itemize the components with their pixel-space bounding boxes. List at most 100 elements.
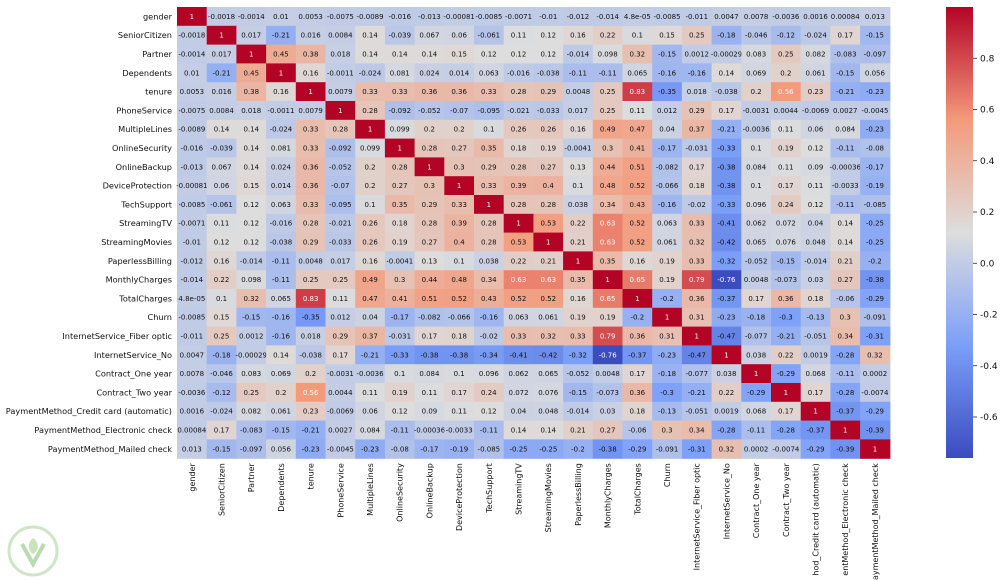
heatmap-cell xyxy=(711,420,742,440)
heatmap-cell xyxy=(414,119,445,140)
x-tick-label: hod_Credit card (automatic) xyxy=(812,463,821,575)
heatmap-cell xyxy=(592,232,624,252)
cell-value-label: 0.38 xyxy=(303,51,319,59)
cell-value-label: 1 xyxy=(427,163,431,171)
cell-value-label: 0.29 xyxy=(689,107,705,115)
cell-value-label: 0.0053 xyxy=(180,88,205,96)
cell-value-label: -0.082 xyxy=(418,314,441,322)
heatmap-cell xyxy=(860,101,891,121)
cell-value-label: 1 xyxy=(784,389,788,397)
cell-value-label: -0.11 xyxy=(836,201,854,209)
cell-value-label: 0.3 xyxy=(394,276,405,284)
cell-value-label: 0.017 xyxy=(241,32,261,40)
heatmap-cell xyxy=(741,213,772,234)
heatmap-cell xyxy=(206,439,237,459)
cell-value-label: -0.29 xyxy=(747,389,765,397)
heatmap-cell xyxy=(444,251,475,271)
cell-value-label: -0.21 xyxy=(836,88,854,96)
heatmap-cell xyxy=(563,251,594,271)
heatmap-cell xyxy=(206,383,237,403)
heatmap-cell xyxy=(266,195,297,215)
cell-value-label: 0.44 xyxy=(422,276,438,284)
cell-value-label: 0.17 xyxy=(451,389,467,397)
heatmap-cell xyxy=(741,401,772,422)
heatmap-cell xyxy=(295,401,327,422)
heatmap-cell xyxy=(503,420,534,440)
cell-value-label: 0.14 xyxy=(719,69,735,77)
cell-value-label: 0.3 xyxy=(602,145,613,153)
cell-value-label: -0.23 xyxy=(361,445,379,453)
heatmap-cell xyxy=(414,289,445,309)
cell-value-label: -0.3 xyxy=(660,389,674,397)
cell-value-label: 0.16 xyxy=(273,88,289,96)
cell-value-label: 0.09 xyxy=(422,408,438,416)
heatmap-cell xyxy=(533,157,564,177)
x-tick-label: Contract_Two year xyxy=(782,462,791,537)
y-tick-label: MonthlyCharges xyxy=(106,275,172,285)
cell-value-label: 0.34 xyxy=(600,201,616,209)
heatmap-cell xyxy=(444,63,475,83)
heatmap-cell xyxy=(384,25,416,46)
heatmap-cell xyxy=(771,270,802,290)
heatmap-cell xyxy=(177,383,208,403)
heatmap-cell xyxy=(533,401,564,422)
x-tick-label: tenure xyxy=(307,463,316,489)
heatmap-cell xyxy=(384,383,416,403)
cell-value-label: 0.14 xyxy=(392,51,408,59)
heatmap-cell xyxy=(741,251,772,271)
cell-value-label: 1 xyxy=(308,88,312,96)
cell-value-label: 0.35 xyxy=(570,276,586,284)
heatmap-cell xyxy=(741,157,772,177)
cell-value-label: 0.22 xyxy=(570,220,586,228)
cell-value-label: 0.16 xyxy=(570,126,586,134)
heatmap-cell xyxy=(414,307,445,328)
heatmap-cell xyxy=(681,138,713,158)
cell-value-label: 0.44 xyxy=(600,163,616,171)
cell-value-label: 0.39 xyxy=(451,220,467,228)
heatmap-cell xyxy=(652,44,683,64)
heatmap-cell xyxy=(474,176,505,196)
heatmap-cell xyxy=(592,307,624,328)
heatmap-cell xyxy=(800,195,831,215)
heatmap-cell xyxy=(177,439,208,459)
cell-value-label: 0.12 xyxy=(243,220,259,228)
cell-value-label: 0.12 xyxy=(540,51,556,59)
cell-value-label: 0.52 xyxy=(511,295,527,303)
heatmap-cell xyxy=(800,25,831,46)
cell-value-label: 0.17 xyxy=(778,182,794,190)
heatmap-cell xyxy=(800,138,831,158)
cell-value-label: -0.17 xyxy=(866,163,884,171)
cell-value-label: -0.16 xyxy=(272,314,291,322)
heatmap-cell xyxy=(830,270,861,290)
heatmap-cell xyxy=(830,213,861,234)
cell-value-label: 0.19 xyxy=(392,389,408,397)
cell-value-label: 0.53 xyxy=(540,220,556,228)
heatmap-cell xyxy=(177,232,208,252)
heatmap-cell xyxy=(503,101,534,121)
cell-value-label: 0.31 xyxy=(689,314,705,322)
heatmap-cell xyxy=(711,25,742,46)
heatmap-cell xyxy=(206,345,237,365)
heatmap-cell xyxy=(177,25,208,46)
heatmap-cell xyxy=(681,251,713,271)
heatmap-cell xyxy=(177,213,208,234)
cell-value-label: -0.12 xyxy=(212,389,230,397)
cell-value-label: 0.0044 xyxy=(774,107,799,115)
cell-value-label: 0.34 xyxy=(837,333,853,341)
heatmap-cell xyxy=(711,138,742,158)
heatmap-cell xyxy=(384,364,416,384)
cell-value-label: 0.19 xyxy=(540,145,556,153)
heatmap-cell xyxy=(266,157,297,177)
heatmap-cell xyxy=(652,63,683,83)
cell-value-label: 0.36 xyxy=(303,163,319,171)
heatmap-cell xyxy=(474,383,505,403)
heatmap-cell xyxy=(266,251,297,271)
heatmap-cell xyxy=(771,157,802,177)
heatmap-cell xyxy=(414,232,445,252)
heatmap-cell xyxy=(681,63,713,83)
cell-value-label: -0.085 xyxy=(478,445,501,453)
cell-value-label: 0.03 xyxy=(600,408,616,416)
heatmap-cell xyxy=(384,251,416,271)
heatmap-cell xyxy=(622,157,653,177)
heatmap-cell xyxy=(771,401,802,422)
